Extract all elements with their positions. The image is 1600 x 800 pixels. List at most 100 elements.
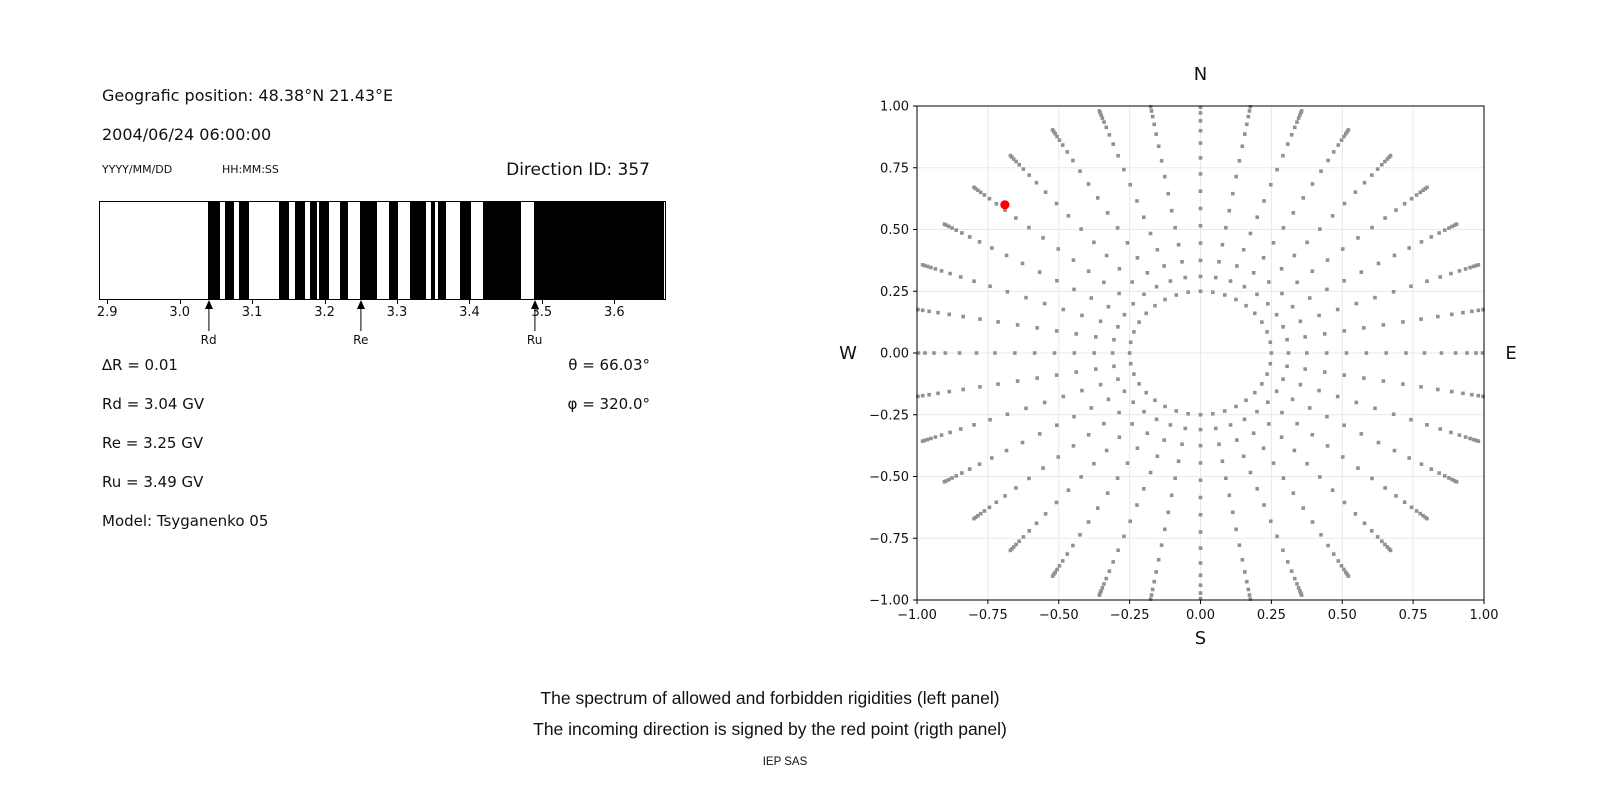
forbidden-segment xyxy=(459,202,471,299)
x-tick-label: 3.0 xyxy=(169,305,191,320)
asymptotic-direction-dot xyxy=(1452,479,1457,483)
asymptotic-direction-dot xyxy=(1198,119,1203,123)
asymptotic-direction-dot xyxy=(1242,417,1247,422)
asymptotic-direction-dot xyxy=(1296,116,1301,120)
delta-r-value: ∆R = 0.01 xyxy=(102,356,178,374)
asymptotic-direction-dot xyxy=(1394,208,1398,212)
asymptotic-direction-dot xyxy=(1112,337,1116,342)
asymptotic-direction-dot xyxy=(1407,246,1411,250)
asymptotic-direction-dot xyxy=(1055,278,1059,283)
asymptotic-direction-dot xyxy=(1104,448,1109,453)
asymptotic-direction-dot xyxy=(1198,105,1203,110)
asymptotic-direction-dot xyxy=(978,385,982,389)
asymptotic-direction-dot xyxy=(1474,263,1479,268)
asymptotic-direction-dot xyxy=(1392,253,1397,258)
asymptotic-direction-dot xyxy=(1168,279,1173,283)
asymptotic-direction-dot xyxy=(1017,162,1021,167)
asymptotic-direction-dot xyxy=(1089,406,1094,410)
asymptotic-direction-dot xyxy=(1168,423,1173,427)
asymptotic-direction-dot xyxy=(1198,141,1203,145)
asymptotic-direction-dot xyxy=(925,437,930,442)
asymptotic-direction-dot xyxy=(974,351,979,355)
asymptotic-direction-dot xyxy=(936,310,940,315)
asymptotic-direction-dot xyxy=(1303,367,1307,371)
asymptotic-direction-dot xyxy=(1057,138,1062,142)
asymptotic-direction-dot xyxy=(1468,436,1472,441)
asymptotic-direction-dot xyxy=(988,417,992,422)
asymptotic-direction-dot xyxy=(1043,512,1048,516)
asymptotic-direction-dot xyxy=(1060,143,1065,147)
forbidden-segment xyxy=(295,202,305,299)
asymptotic-direction-dot xyxy=(1335,394,1340,399)
asymptotic-direction-dot xyxy=(1384,351,1388,355)
asymptotic-direction-dot xyxy=(947,477,951,482)
asymptotic-direction-dot xyxy=(1421,188,1425,193)
asymptotic-direction-dot xyxy=(1461,391,1465,396)
asymptotic-direction-dot xyxy=(1227,208,1232,213)
x-tick-label: 1.00 xyxy=(1470,608,1499,623)
asymptotic-direction-dot xyxy=(1163,404,1167,409)
asymptotic-direction-dot xyxy=(1339,138,1344,142)
asymptotic-direction-dot xyxy=(1342,278,1346,283)
asymptotic-direction-dot xyxy=(1102,120,1106,124)
asymptotic-direction-dot xyxy=(1154,417,1159,422)
marker-label: Rd xyxy=(200,333,217,347)
asymptotic-direction-dot xyxy=(1375,535,1380,539)
asymptotic-direction-dot xyxy=(1024,406,1028,411)
asymptotic-direction-dot xyxy=(1020,440,1025,445)
y-tick-label: 0.50 xyxy=(880,223,909,238)
asymptotic-direction-dot xyxy=(1104,125,1109,130)
asymptotic-direction-dot xyxy=(1274,389,1279,394)
asymptotic-direction-dot xyxy=(1180,442,1184,447)
asymptotic-direction-dot xyxy=(1325,287,1329,292)
asymptotic-direction-dot xyxy=(1198,546,1203,550)
asymptotic-direction-dot xyxy=(1198,573,1203,578)
asymptotic-direction-dot xyxy=(1449,389,1454,394)
asymptotic-direction-dot xyxy=(1385,545,1390,549)
asymptotic-direction-dot xyxy=(1020,261,1025,266)
x-tick-label: −0.25 xyxy=(1110,608,1150,623)
asymptotic-direction-dot xyxy=(1003,494,1007,498)
asymptotic-direction-dot xyxy=(1098,319,1103,324)
asymptotic-direction-dot xyxy=(1150,587,1155,592)
re-value: Re = 3.25 GV xyxy=(102,434,204,452)
asymptotic-direction-dot xyxy=(1438,275,1443,279)
asymptotic-direction-dot xyxy=(1401,382,1405,386)
asymptotic-direction-dot xyxy=(1169,208,1174,213)
y-tick-label: 0.25 xyxy=(880,285,909,300)
asymptotic-direction-dot xyxy=(1198,478,1203,483)
asymptotic-direction-dot xyxy=(1425,516,1429,521)
asymptotic-direction-dot xyxy=(1234,404,1238,409)
asymptotic-direction-dot xyxy=(1292,253,1297,258)
asymptotic-direction-dot xyxy=(1198,172,1203,176)
asymptotic-direction-dot xyxy=(1153,303,1157,308)
asymptotic-direction-dot xyxy=(1092,351,1096,355)
asymptotic-direction-dot xyxy=(1095,196,1100,200)
asymptotic-direction-dot xyxy=(1343,570,1348,575)
asymptotic-direction-dot xyxy=(976,188,980,193)
asymptotic-direction-dot xyxy=(1095,506,1100,510)
asymptotic-direction-dot xyxy=(920,263,925,267)
asymptotic-direction-dot xyxy=(1380,539,1384,544)
asymptotic-direction-dot xyxy=(1346,128,1351,132)
asymptotic-direction-dot xyxy=(1198,443,1203,448)
asymptotic-direction-dot xyxy=(1155,454,1160,459)
asymptotic-direction-dot xyxy=(1074,332,1079,336)
asymptotic-direction-dot xyxy=(1094,367,1098,371)
asymptotic-direction-dot xyxy=(1116,548,1120,553)
asymptotic-direction-dot xyxy=(1251,270,1256,275)
asymptotic-direction-dot xyxy=(1111,560,1116,564)
asymptotic-direction-dot xyxy=(1248,231,1253,236)
asymptotic-direction-dot xyxy=(1092,240,1096,245)
asymptotic-direction-dot xyxy=(1373,295,1377,300)
asymptotic-direction-dot xyxy=(1295,120,1299,124)
forbidden-segment xyxy=(207,202,220,299)
asymptotic-direction-dot xyxy=(1342,567,1346,572)
x-tick-label: 3.2 xyxy=(314,305,335,320)
asymptotic-direction-dot xyxy=(1266,400,1270,405)
asymptotic-direction-dot xyxy=(1447,226,1451,230)
asymptotic-direction-dot xyxy=(1154,284,1159,289)
asymptotic-direction-dot xyxy=(1150,114,1155,119)
asymptotic-direction-dot xyxy=(1014,486,1018,490)
asymptotic-direction-dot xyxy=(1299,591,1303,596)
